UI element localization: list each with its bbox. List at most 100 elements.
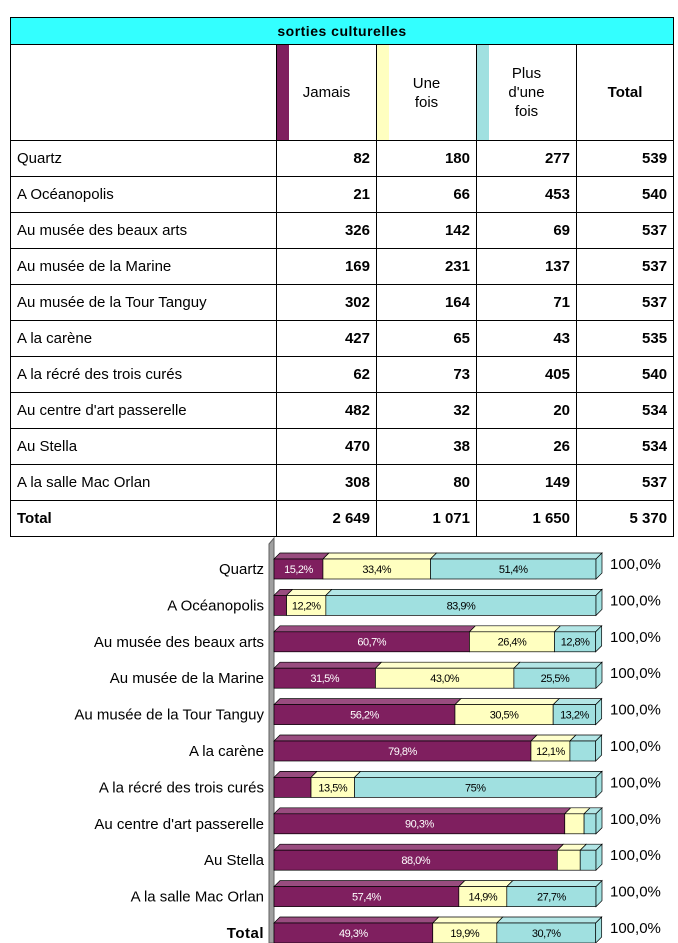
number-cell: 137	[476, 248, 577, 285]
bar-top	[273, 625, 477, 633]
category-label: A la carène	[189, 743, 264, 760]
bar-top	[513, 661, 603, 669]
value-label: 12,2%	[292, 600, 321, 612]
category-label: Quartz	[219, 561, 264, 578]
bar-top	[273, 807, 572, 815]
total-label: 100,0%	[610, 738, 661, 755]
bar-top	[273, 698, 462, 705]
bar-top	[495, 916, 603, 924]
number-cell: 26	[476, 428, 577, 465]
table-row: A Océanopolis 21 66 453 540	[10, 176, 675, 213]
header-row: Jamais Une fois Plus d'une fois Total	[10, 44, 675, 141]
table-title: sorties culturelles	[9, 17, 675, 45]
bar-segment	[569, 740, 597, 762]
number-cell: 326	[276, 212, 377, 249]
category-label: A Océanopolis	[167, 597, 264, 614]
value-label: 30,5%	[490, 710, 519, 722]
number-cell: 535	[575, 320, 675, 357]
header-cell	[10, 44, 277, 141]
number-cell: 142	[376, 212, 477, 249]
value-label: 90,3%	[405, 819, 434, 831]
value-label: 56,2%	[350, 710, 379, 722]
row-label: Quartz	[10, 140, 277, 177]
bar-top	[468, 625, 562, 633]
header-cell: Plus d'une fois	[476, 44, 577, 141]
value-label: 75%	[465, 782, 486, 794]
bar-side	[595, 916, 603, 943]
number-cell: 537	[575, 284, 675, 321]
bar-top	[310, 771, 362, 778]
bar-segment	[557, 849, 581, 871]
category-label: A la salle Mac Orlan	[131, 889, 264, 906]
total-label: 100,0%	[610, 665, 661, 682]
value-label: 26,4%	[498, 637, 527, 649]
number-cell: 537	[575, 248, 675, 285]
bar-top	[324, 589, 603, 596]
number-cell: 482	[276, 392, 377, 429]
bar-side	[595, 697, 603, 726]
category-label: Au Stella	[204, 852, 265, 869]
number-cell: 43	[476, 320, 577, 357]
number-cell: 169	[276, 248, 377, 285]
number-cell: 80	[376, 464, 477, 501]
total-label: 100,0%	[610, 774, 661, 791]
number-cell: 427	[276, 320, 377, 357]
row-label: A la carène	[10, 320, 277, 357]
bar-top	[505, 880, 603, 887]
number-cell: 38	[376, 428, 477, 465]
bar-segment	[273, 595, 287, 616]
table-row: A la récré des trois curés 62 73 405 540	[10, 356, 675, 393]
bar-segment	[564, 813, 585, 835]
bar-top	[273, 661, 383, 669]
bar-side	[595, 770, 603, 799]
number-cell: 5 370	[575, 500, 675, 537]
value-label: 79,8%	[388, 746, 417, 758]
header-cell: Total	[575, 44, 675, 141]
bar-side	[595, 661, 603, 690]
table-row: A la carène 427 65 43 535	[10, 320, 675, 357]
number-cell: 540	[575, 356, 675, 393]
header-text: Total	[607, 84, 643, 101]
bar-top	[552, 698, 603, 705]
number-cell: 73	[376, 356, 477, 393]
total-label: 100,0%	[610, 811, 661, 828]
bar-top	[273, 880, 466, 887]
value-label: 51,4%	[499, 564, 528, 576]
value-label: 49,3%	[339, 928, 368, 940]
table-row: Au musée de la Marine 169 231 137 537	[10, 248, 675, 285]
header-cell: Une fois	[376, 44, 477, 141]
data-table: sorties culturelles Jamais Une fois Plus d…	[9, 17, 675, 537]
bar-segment	[273, 777, 312, 798]
value-label: 19,9%	[450, 928, 479, 940]
header-text: Une fois	[412, 74, 441, 111]
bar-top	[273, 916, 440, 924]
value-label: 13,5%	[318, 782, 347, 794]
number-cell: 470	[276, 428, 377, 465]
category-label: Au musée des beaux arts	[94, 634, 264, 651]
value-label: 14,9%	[468, 892, 497, 904]
number-cell: 21	[276, 176, 377, 213]
table-row: Au Stella 470 38 26 534	[10, 428, 675, 465]
bar-top	[322, 552, 438, 560]
value-label: 25,5%	[541, 673, 570, 685]
header-text: Plus d'une fois	[508, 65, 545, 120]
bar-side	[595, 843, 603, 872]
number-cell: 1 650	[476, 500, 577, 537]
number-cell: 540	[575, 176, 675, 213]
total-label: 100,0%	[610, 629, 661, 646]
value-label: 27,7%	[537, 892, 566, 904]
number-cell: 180	[376, 140, 477, 177]
number-cell: 62	[276, 356, 377, 393]
category-label: Total	[227, 925, 264, 942]
value-label: 30,7%	[532, 928, 561, 940]
bar-top	[457, 880, 514, 887]
value-label: 43,0%	[430, 673, 459, 685]
category-label: Au musée de la Marine	[110, 670, 264, 687]
bar-side	[595, 588, 603, 617]
bar-side	[595, 552, 603, 580]
table-body: sorties culturelles Jamais Une fois Plus d…	[9, 17, 675, 537]
value-label: 13,2%	[560, 710, 589, 722]
value-label: 31,5%	[310, 673, 339, 685]
row-label: Au Stella	[10, 428, 277, 465]
